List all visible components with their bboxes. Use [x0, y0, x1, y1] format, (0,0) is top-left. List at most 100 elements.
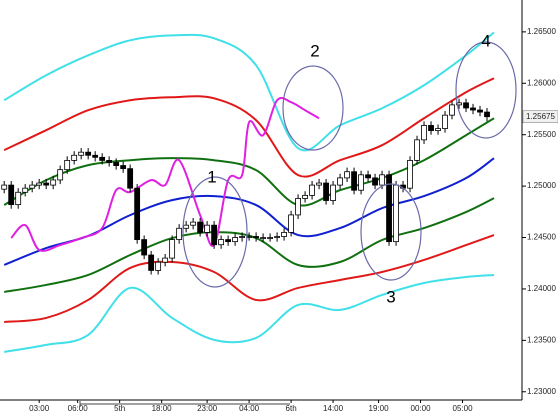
candle-body — [15, 191, 22, 206]
candle-body — [43, 182, 50, 186]
candle-body — [239, 236, 246, 238]
candle-body — [337, 177, 343, 186]
candle-body — [470, 107, 476, 111]
x-tick-label: 00:00 — [411, 404, 432, 413]
candle-body — [8, 184, 15, 206]
candle-body — [302, 194, 308, 199]
candle-body — [330, 184, 336, 201]
candle-body — [281, 231, 287, 237]
candle-body — [92, 154, 99, 158]
candle-body — [365, 174, 371, 179]
candle-body — [176, 227, 183, 240]
candle-body — [85, 151, 92, 156]
plot-area — [1, 31, 495, 353]
candle-body — [435, 128, 441, 131]
y-tick-label: 1.25500 — [527, 130, 556, 139]
candle-body — [456, 102, 462, 106]
candle-body — [78, 151, 85, 156]
candle-body — [57, 169, 64, 181]
indicator-line — [3, 77, 495, 178]
annotation: 3 — [386, 287, 395, 306]
candle-body — [204, 224, 211, 233]
x-tick-label: 03:00 — [29, 404, 50, 413]
x-tick-label: 05:00 — [453, 404, 474, 413]
x-tick-label: 14:00 — [323, 404, 344, 413]
x-tick-label: 19:00 — [369, 404, 390, 413]
candle-body — [218, 239, 225, 246]
highlight-ellipse — [282, 65, 344, 151]
y-tick-label: 1.26500 — [527, 27, 556, 36]
candle-body — [414, 139, 420, 161]
candle-body — [323, 182, 329, 201]
x-tick-label: 06:00 — [68, 404, 89, 413]
candle-body — [379, 174, 385, 186]
indicator-line — [3, 31, 495, 152]
candle-body — [421, 125, 427, 141]
candle-body — [225, 239, 232, 243]
candle-body — [316, 182, 322, 186]
candle-body — [232, 237, 239, 243]
last-price-label: 1.25675 — [526, 112, 555, 121]
candle-body — [274, 236, 280, 238]
y-tick-label: 1.25000 — [527, 181, 556, 190]
candle-body — [1, 184, 8, 190]
candle-body — [99, 156, 106, 161]
x-tick-label: 04:00 — [239, 404, 260, 413]
candle-body — [295, 198, 301, 216]
candle-body — [148, 254, 155, 271]
candle-body — [393, 184, 399, 243]
candle-body — [267, 237, 273, 239]
x-tick-label: 18:00 — [152, 404, 173, 413]
candle-body — [71, 154, 78, 161]
candle-body — [484, 111, 490, 118]
candle-body — [113, 162, 120, 166]
annotation: 2 — [310, 41, 319, 60]
candle-body — [309, 184, 315, 196]
highlight-ellipse — [455, 41, 517, 139]
candle-body — [407, 160, 413, 189]
candle-body — [344, 171, 350, 179]
candle-body — [211, 224, 218, 246]
candle-body — [64, 160, 71, 171]
x-tick-label: 6th — [286, 404, 297, 413]
candle-body — [36, 182, 43, 186]
candle-body — [386, 174, 392, 243]
annotation: 4 — [481, 31, 490, 50]
x-tick-label: 23:00 — [197, 404, 218, 413]
candle-body — [162, 257, 169, 263]
candle-body — [197, 221, 204, 233]
candle-body — [134, 187, 141, 240]
candle-body — [50, 179, 57, 186]
candle-body — [260, 237, 266, 239]
candle-body — [288, 214, 294, 233]
y-tick-label: 1.23500 — [527, 335, 556, 344]
y-tick-label: 1.24000 — [527, 284, 556, 293]
candle-body — [120, 165, 127, 170]
candle-body — [155, 261, 162, 271]
highlight-ellipse — [360, 183, 422, 281]
candle-body — [358, 174, 364, 191]
candle-body — [190, 221, 197, 226]
annotation: 1 — [207, 167, 216, 186]
x-tick-label: 5th — [114, 404, 125, 413]
candle-body — [183, 224, 190, 229]
candle-body — [22, 187, 29, 193]
indicator-line — [4, 273, 495, 353]
candle-body — [477, 109, 483, 113]
candle-body — [463, 102, 469, 109]
y-tick-label: 1.24500 — [527, 233, 556, 242]
candle-body — [428, 125, 434, 131]
indicator-line — [3, 117, 495, 207]
last-price-box — [522, 110, 558, 124]
indicator-line — [10, 97, 320, 252]
y-tick-label: 1.26000 — [527, 78, 556, 87]
candle-body — [127, 168, 134, 189]
candle-body — [449, 104, 455, 116]
indicator-line — [4, 234, 495, 323]
candle-body — [29, 184, 36, 189]
highlight-ellipse — [182, 176, 248, 288]
candle-body — [442, 114, 448, 129]
candle-body — [106, 160, 113, 163]
candle-body — [253, 236, 260, 238]
